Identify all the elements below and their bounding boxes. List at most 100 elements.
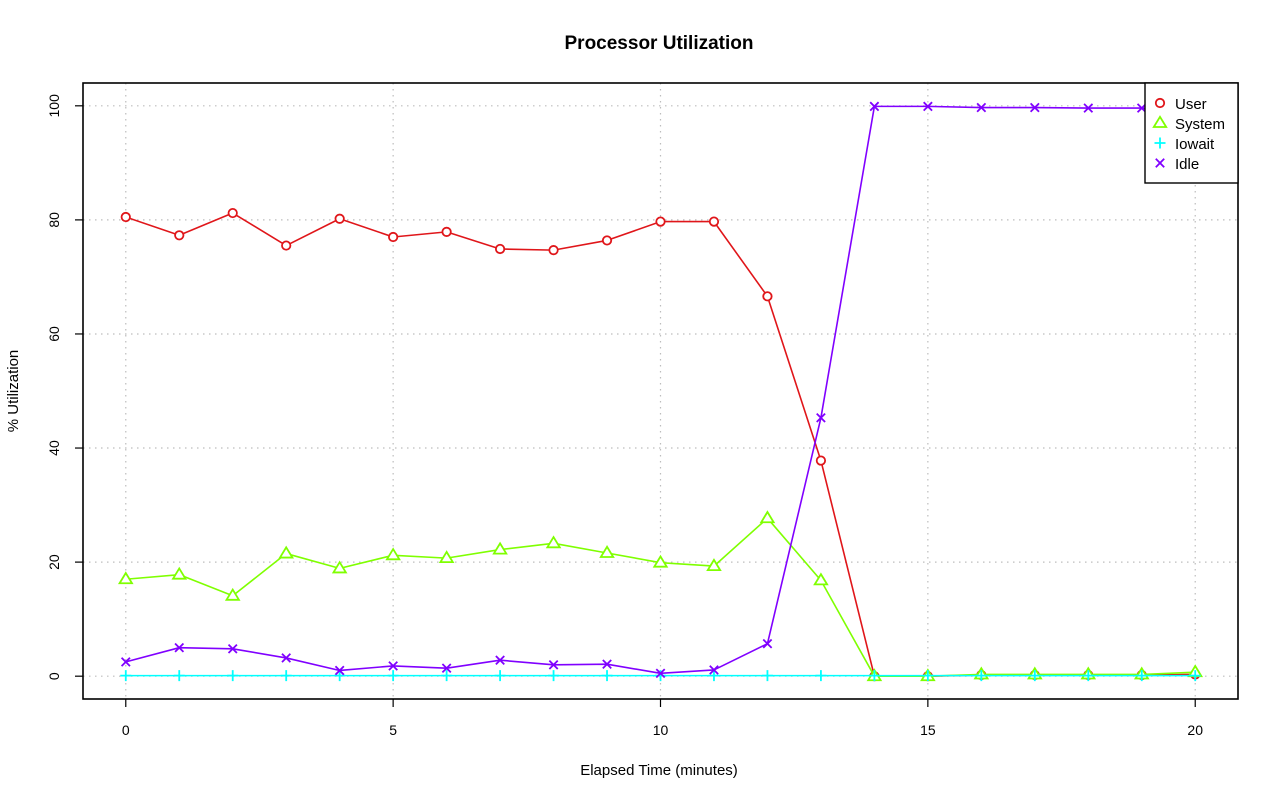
legend-item-user: User [1154, 96, 1207, 113]
data-point-iowait [601, 670, 613, 682]
data-point-system [599, 545, 615, 558]
data-point-iowait [1082, 670, 1094, 682]
legend-marker-idle [1155, 158, 1165, 168]
legend-label-system: System [1175, 116, 1225, 133]
x-tick-label: 10 [653, 722, 669, 738]
data-point-idle [388, 661, 398, 671]
data-point-user [120, 211, 131, 223]
data-point-idle [495, 655, 505, 666]
data-point-system [438, 550, 455, 564]
data-point-idle [869, 101, 880, 112]
x-axis-label: Elapsed Time (minutes) [580, 762, 738, 779]
data-point-iowait [975, 670, 987, 682]
data-point-system [759, 510, 776, 524]
data-point-iowait [494, 670, 506, 682]
y-tick-label: 80 [46, 212, 62, 228]
data-point-idle [976, 102, 987, 113]
x-tick-label: 5 [389, 722, 397, 738]
data-point-user [762, 291, 773, 302]
y-tick-label: 20 [46, 554, 62, 570]
data-point-idle [762, 638, 773, 649]
y-tick-label: 100 [46, 94, 62, 118]
x-tick-label: 0 [122, 722, 130, 738]
data-point-system [545, 535, 562, 549]
data-point-idle [441, 663, 452, 674]
data-point-idle [1029, 102, 1040, 113]
data-point-idle [709, 665, 719, 675]
x-tick-label: 15 [920, 722, 936, 738]
legend-label-iowait: Iowait [1175, 136, 1215, 153]
data-point-user [655, 216, 666, 227]
data-point-user [494, 243, 506, 255]
x-tick-label: 20 [1187, 722, 1203, 738]
data-point-idle [334, 665, 345, 676]
data-point-user [708, 216, 720, 227]
data-point-iowait [548, 670, 560, 682]
data-point-system [706, 558, 722, 572]
data-point-iowait [1136, 670, 1148, 682]
legend: User System Iowait Idle [1144, 82, 1239, 184]
data-point-iowait [1029, 670, 1041, 682]
legend-label-user: User [1175, 96, 1207, 113]
legend-marker-user [1154, 97, 1166, 109]
data-point-user [548, 245, 559, 256]
data-point-iowait [334, 670, 346, 682]
data-point-user [174, 230, 185, 241]
data-point-iowait [120, 670, 132, 682]
legend-marker-iowait [1154, 137, 1166, 149]
data-point-iowait [655, 670, 666, 682]
data-point-iowait [868, 670, 880, 682]
data-point-iowait [387, 670, 399, 682]
plot-frame [82, 82, 1239, 700]
data-point-user [815, 455, 827, 466]
series-group [117, 101, 1204, 682]
data-point-user [441, 226, 452, 237]
data-point-user [281, 240, 292, 251]
data-point-user [601, 235, 613, 246]
data-point-system [385, 547, 401, 561]
data-point-idle [548, 659, 559, 670]
data-point-system [813, 572, 829, 586]
data-point-iowait [227, 670, 239, 682]
data-point-iowait [761, 670, 773, 682]
data-point-idle [281, 653, 292, 663]
data-point-idle [816, 412, 826, 423]
data-point-system [117, 571, 134, 585]
data-point-idle [602, 659, 612, 670]
data-point-iowait [1189, 670, 1201, 682]
legend-item-iowait: Iowait [1154, 136, 1215, 153]
data-point-system [224, 587, 241, 601]
series-iowait [120, 670, 1201, 682]
data-point-idle [923, 101, 933, 112]
series-idle [120, 101, 1201, 679]
data-point-idle [1083, 103, 1094, 113]
data-point-system [331, 560, 348, 574]
data-point-idle [227, 643, 238, 654]
data-point-system [171, 566, 188, 580]
data-point-iowait [441, 670, 453, 682]
y-tick-label: 0 [46, 672, 62, 680]
legend-item-idle: Idle [1155, 156, 1199, 173]
data-point-iowait [280, 670, 292, 682]
data-point-iowait [922, 670, 934, 682]
data-point-idle [655, 668, 666, 679]
data-point-system [492, 541, 508, 555]
data-point-iowait [708, 670, 720, 682]
data-point-system [278, 545, 294, 559]
legend-marker-system [1152, 115, 1168, 128]
data-point-idle [174, 642, 185, 653]
data-point-user [334, 213, 345, 224]
legend-label-idle: Idle [1175, 156, 1199, 173]
data-point-system [652, 554, 669, 568]
axes: 0 5 10 15 20 0 20 40 60 80 100 [46, 94, 1203, 738]
legend-item-system: System [1152, 115, 1225, 133]
y-tick-label: 60 [46, 326, 62, 342]
data-point-iowait [815, 670, 827, 682]
data-point-idle [120, 657, 131, 667]
data-point-user [388, 231, 399, 243]
y-tick-label: 40 [46, 440, 62, 456]
data-point-iowait [173, 670, 185, 682]
data-point-user [227, 207, 238, 219]
